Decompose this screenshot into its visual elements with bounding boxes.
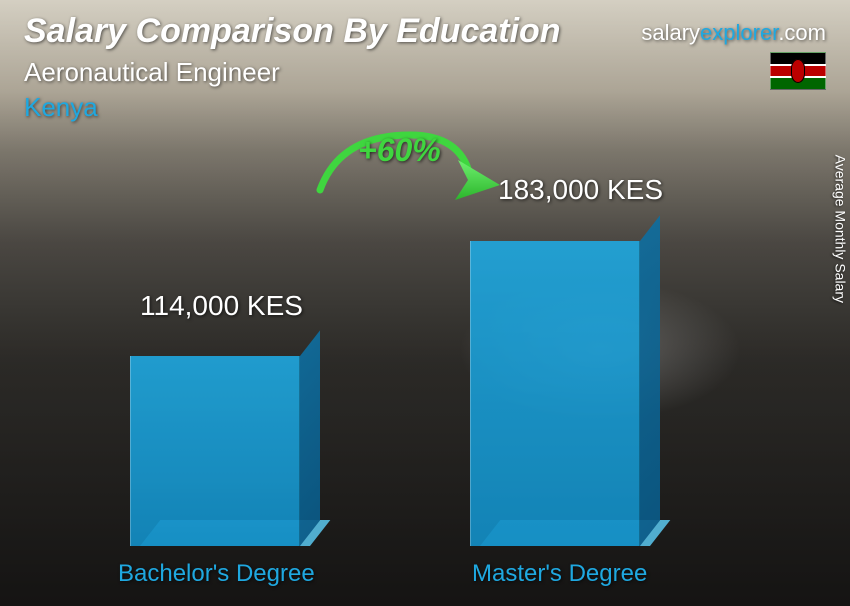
bar-value-masters: 183,000 KES	[498, 174, 663, 206]
infographic-root: Salary Comparison By Education Aeronauti…	[0, 0, 850, 606]
country-name: Kenya	[24, 92, 826, 123]
bar-chart: 114,000 KES Bachelor's Degree 183,000 KE…	[0, 140, 850, 606]
brand-suffix: .com	[778, 20, 826, 45]
bar-front-face	[470, 241, 640, 546]
percent-increase-badge: +60%	[358, 132, 441, 169]
job-title: Aeronautical Engineer	[24, 57, 826, 88]
bar-value-bachelors: 114,000 KES	[140, 290, 303, 322]
arrow-head	[455, 160, 500, 200]
bar-side-face	[640, 215, 660, 546]
brand-logo: salaryexplorer.com	[641, 20, 826, 46]
bar-label-bachelors: Bachelor's Degree	[118, 560, 315, 588]
brand-mid: explorer	[700, 20, 778, 45]
bar-front-face	[130, 356, 300, 546]
bar-side-face	[300, 330, 320, 546]
kenya-flag-icon	[770, 52, 826, 90]
bar-label-masters: Master's Degree	[472, 560, 647, 588]
brand-prefix: salary	[641, 20, 700, 45]
